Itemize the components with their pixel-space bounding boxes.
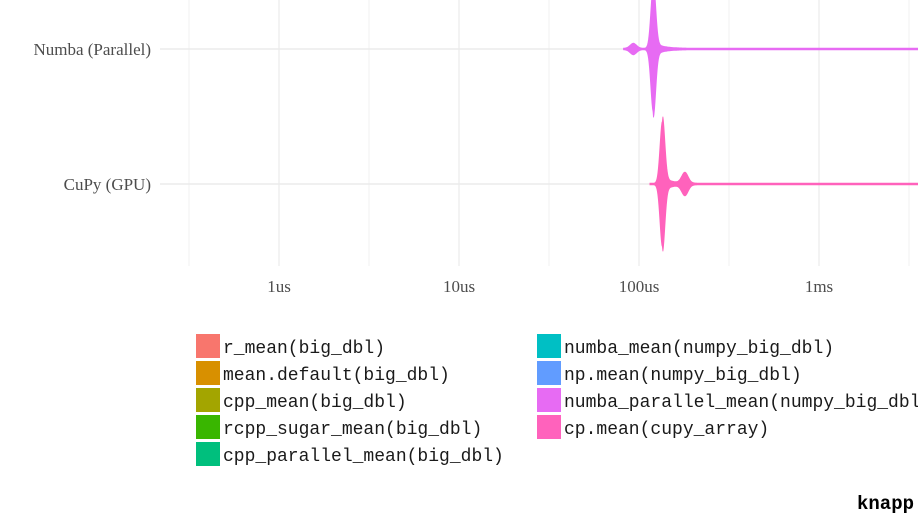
x-tick-label: 1us <box>267 277 291 296</box>
violin-numba-parallel <box>623 0 918 118</box>
legend-label: mean.default(big_dbl) <box>223 366 450 386</box>
legend-key <box>196 442 220 466</box>
legend-label: np.mean(numpy_big_dbl) <box>564 366 802 386</box>
minor-gridlines <box>188 0 910 266</box>
y-tick-label: CuPy (GPU) <box>64 175 151 194</box>
legend-key <box>196 361 220 385</box>
legend-key <box>196 334 220 358</box>
legend-key <box>537 361 561 385</box>
x-tick-label: 100us <box>619 277 660 296</box>
legend-label: rcpp_sugar_mean(big_dbl) <box>223 420 482 440</box>
legend: r_mean(big_dbl) mean.default(big_dbl) cpp_… <box>196 334 918 467</box>
legend-label: cpp_parallel_mean(big_dbl) <box>223 447 504 467</box>
legend-label: cp.mean(cupy_array) <box>564 420 769 440</box>
legend-key <box>196 415 220 439</box>
legend-label: r_mean(big_dbl) <box>223 339 385 359</box>
legend-label: cpp_mean(big_dbl) <box>223 393 407 413</box>
legend-key <box>537 415 561 439</box>
violins <box>623 0 918 252</box>
y-axis-tick-labels: Numba (Parallel) CuPy (GPU) <box>33 40 151 194</box>
x-tick-label: 1ms <box>805 277 833 296</box>
y-tick-label: Numba (Parallel) <box>33 40 151 59</box>
legend-label: numba_mean(numpy_big_dbl) <box>564 339 834 359</box>
legend-label: numba_parallel_mean(numpy_big_dbl) <box>564 393 918 413</box>
violin-cupy-gpu <box>649 116 918 252</box>
x-tick-label: 10us <box>443 277 475 296</box>
chart-caption: knapp <box>857 493 914 515</box>
legend-key <box>537 388 561 412</box>
legend-key <box>196 388 220 412</box>
x-axis-tick-labels: 1us 10us 100us 1ms <box>267 277 833 296</box>
legend-key <box>537 334 561 358</box>
major-gridlines <box>160 0 918 266</box>
